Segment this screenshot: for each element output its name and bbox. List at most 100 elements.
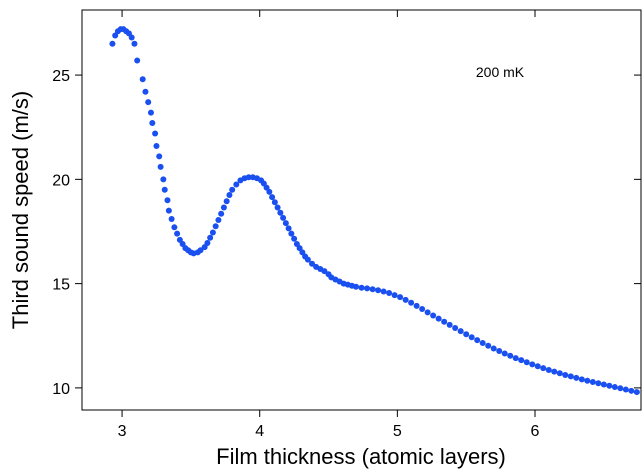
data-point xyxy=(584,377,591,384)
data-point xyxy=(463,331,470,338)
data-point xyxy=(134,57,141,64)
data-point xyxy=(606,382,613,389)
y-axis-title: Third sound speed (m/s) xyxy=(8,91,33,329)
data-point xyxy=(402,296,409,303)
data-point xyxy=(529,361,536,368)
data-point xyxy=(161,186,168,193)
y-tick-label: 20 xyxy=(52,172,70,189)
data-point xyxy=(309,260,316,267)
data-point xyxy=(152,130,159,137)
data-point xyxy=(269,194,276,201)
data-point xyxy=(209,229,216,236)
data-point xyxy=(567,373,574,380)
data-point xyxy=(321,268,328,275)
data-point xyxy=(534,363,541,370)
data-point xyxy=(446,321,453,328)
data-point xyxy=(139,76,146,83)
x-axis-title: Film thickness (atomic layers) xyxy=(216,444,506,469)
data-point xyxy=(490,345,497,352)
data-point xyxy=(545,366,552,373)
data-point xyxy=(223,198,230,205)
data-point xyxy=(468,334,475,341)
data-point xyxy=(142,88,149,95)
data-point xyxy=(485,342,492,349)
data-point xyxy=(204,239,211,246)
data-point xyxy=(551,368,558,375)
data-point xyxy=(149,120,156,127)
data-point xyxy=(397,294,404,301)
data-point xyxy=(589,379,596,386)
data-point xyxy=(233,181,240,188)
data-point xyxy=(168,215,175,222)
data-point xyxy=(288,230,295,237)
data-point xyxy=(218,210,225,217)
x-tick-label: 6 xyxy=(531,423,540,440)
data-point xyxy=(369,286,376,293)
data-point xyxy=(160,176,167,183)
data-point xyxy=(156,153,163,160)
data-point xyxy=(391,292,398,299)
data-point xyxy=(501,350,508,357)
data-point xyxy=(408,299,415,306)
data-point xyxy=(291,235,298,242)
data-point xyxy=(174,230,181,237)
data-point xyxy=(611,384,618,391)
data-point xyxy=(285,225,292,232)
data-point xyxy=(245,174,252,181)
data-point xyxy=(600,381,607,388)
annotation: 200 mK xyxy=(476,64,525,80)
data-point xyxy=(457,328,464,335)
data-point xyxy=(304,256,311,263)
data-point xyxy=(215,217,222,224)
data-point xyxy=(512,355,519,362)
data-point xyxy=(153,142,160,149)
data-point xyxy=(131,40,138,47)
data-point xyxy=(157,163,164,170)
data-point xyxy=(220,204,227,211)
data-point xyxy=(540,365,547,372)
data-point xyxy=(622,386,629,393)
data-point xyxy=(518,357,525,364)
data-point xyxy=(280,214,287,221)
data-point xyxy=(424,309,431,316)
data-point xyxy=(282,220,289,227)
data-point xyxy=(164,197,171,204)
data-point xyxy=(271,199,278,206)
y-tick-label: 25 xyxy=(52,68,70,85)
data-point xyxy=(165,207,172,214)
data-point xyxy=(628,387,635,394)
data-point xyxy=(128,34,135,41)
data-point xyxy=(578,376,585,383)
data-point xyxy=(145,99,152,106)
data-point xyxy=(380,288,387,295)
data-point xyxy=(358,284,365,291)
data-point xyxy=(353,283,360,290)
data-point xyxy=(435,315,442,322)
data-point xyxy=(556,370,563,377)
data-point xyxy=(507,352,514,359)
data-point xyxy=(229,186,236,193)
data-point xyxy=(147,109,154,116)
data-point xyxy=(496,347,503,354)
x-tick-label: 5 xyxy=(393,423,402,440)
data-point xyxy=(207,234,214,241)
data-point xyxy=(413,302,420,309)
data-point xyxy=(452,325,459,332)
data-point xyxy=(171,224,178,231)
y-tick-label: 15 xyxy=(52,277,70,294)
data-point xyxy=(523,359,530,366)
data-point xyxy=(197,247,204,254)
data-point xyxy=(562,371,569,378)
x-tick-label: 4 xyxy=(255,423,264,440)
data-point xyxy=(212,223,219,230)
data-point xyxy=(474,337,481,344)
data-point xyxy=(430,312,437,319)
plot-frame xyxy=(81,9,642,411)
x-tick-label: 3 xyxy=(118,423,127,440)
data-point xyxy=(573,374,580,381)
data-point xyxy=(419,306,426,313)
data-point xyxy=(479,340,486,347)
data-point xyxy=(441,318,448,325)
